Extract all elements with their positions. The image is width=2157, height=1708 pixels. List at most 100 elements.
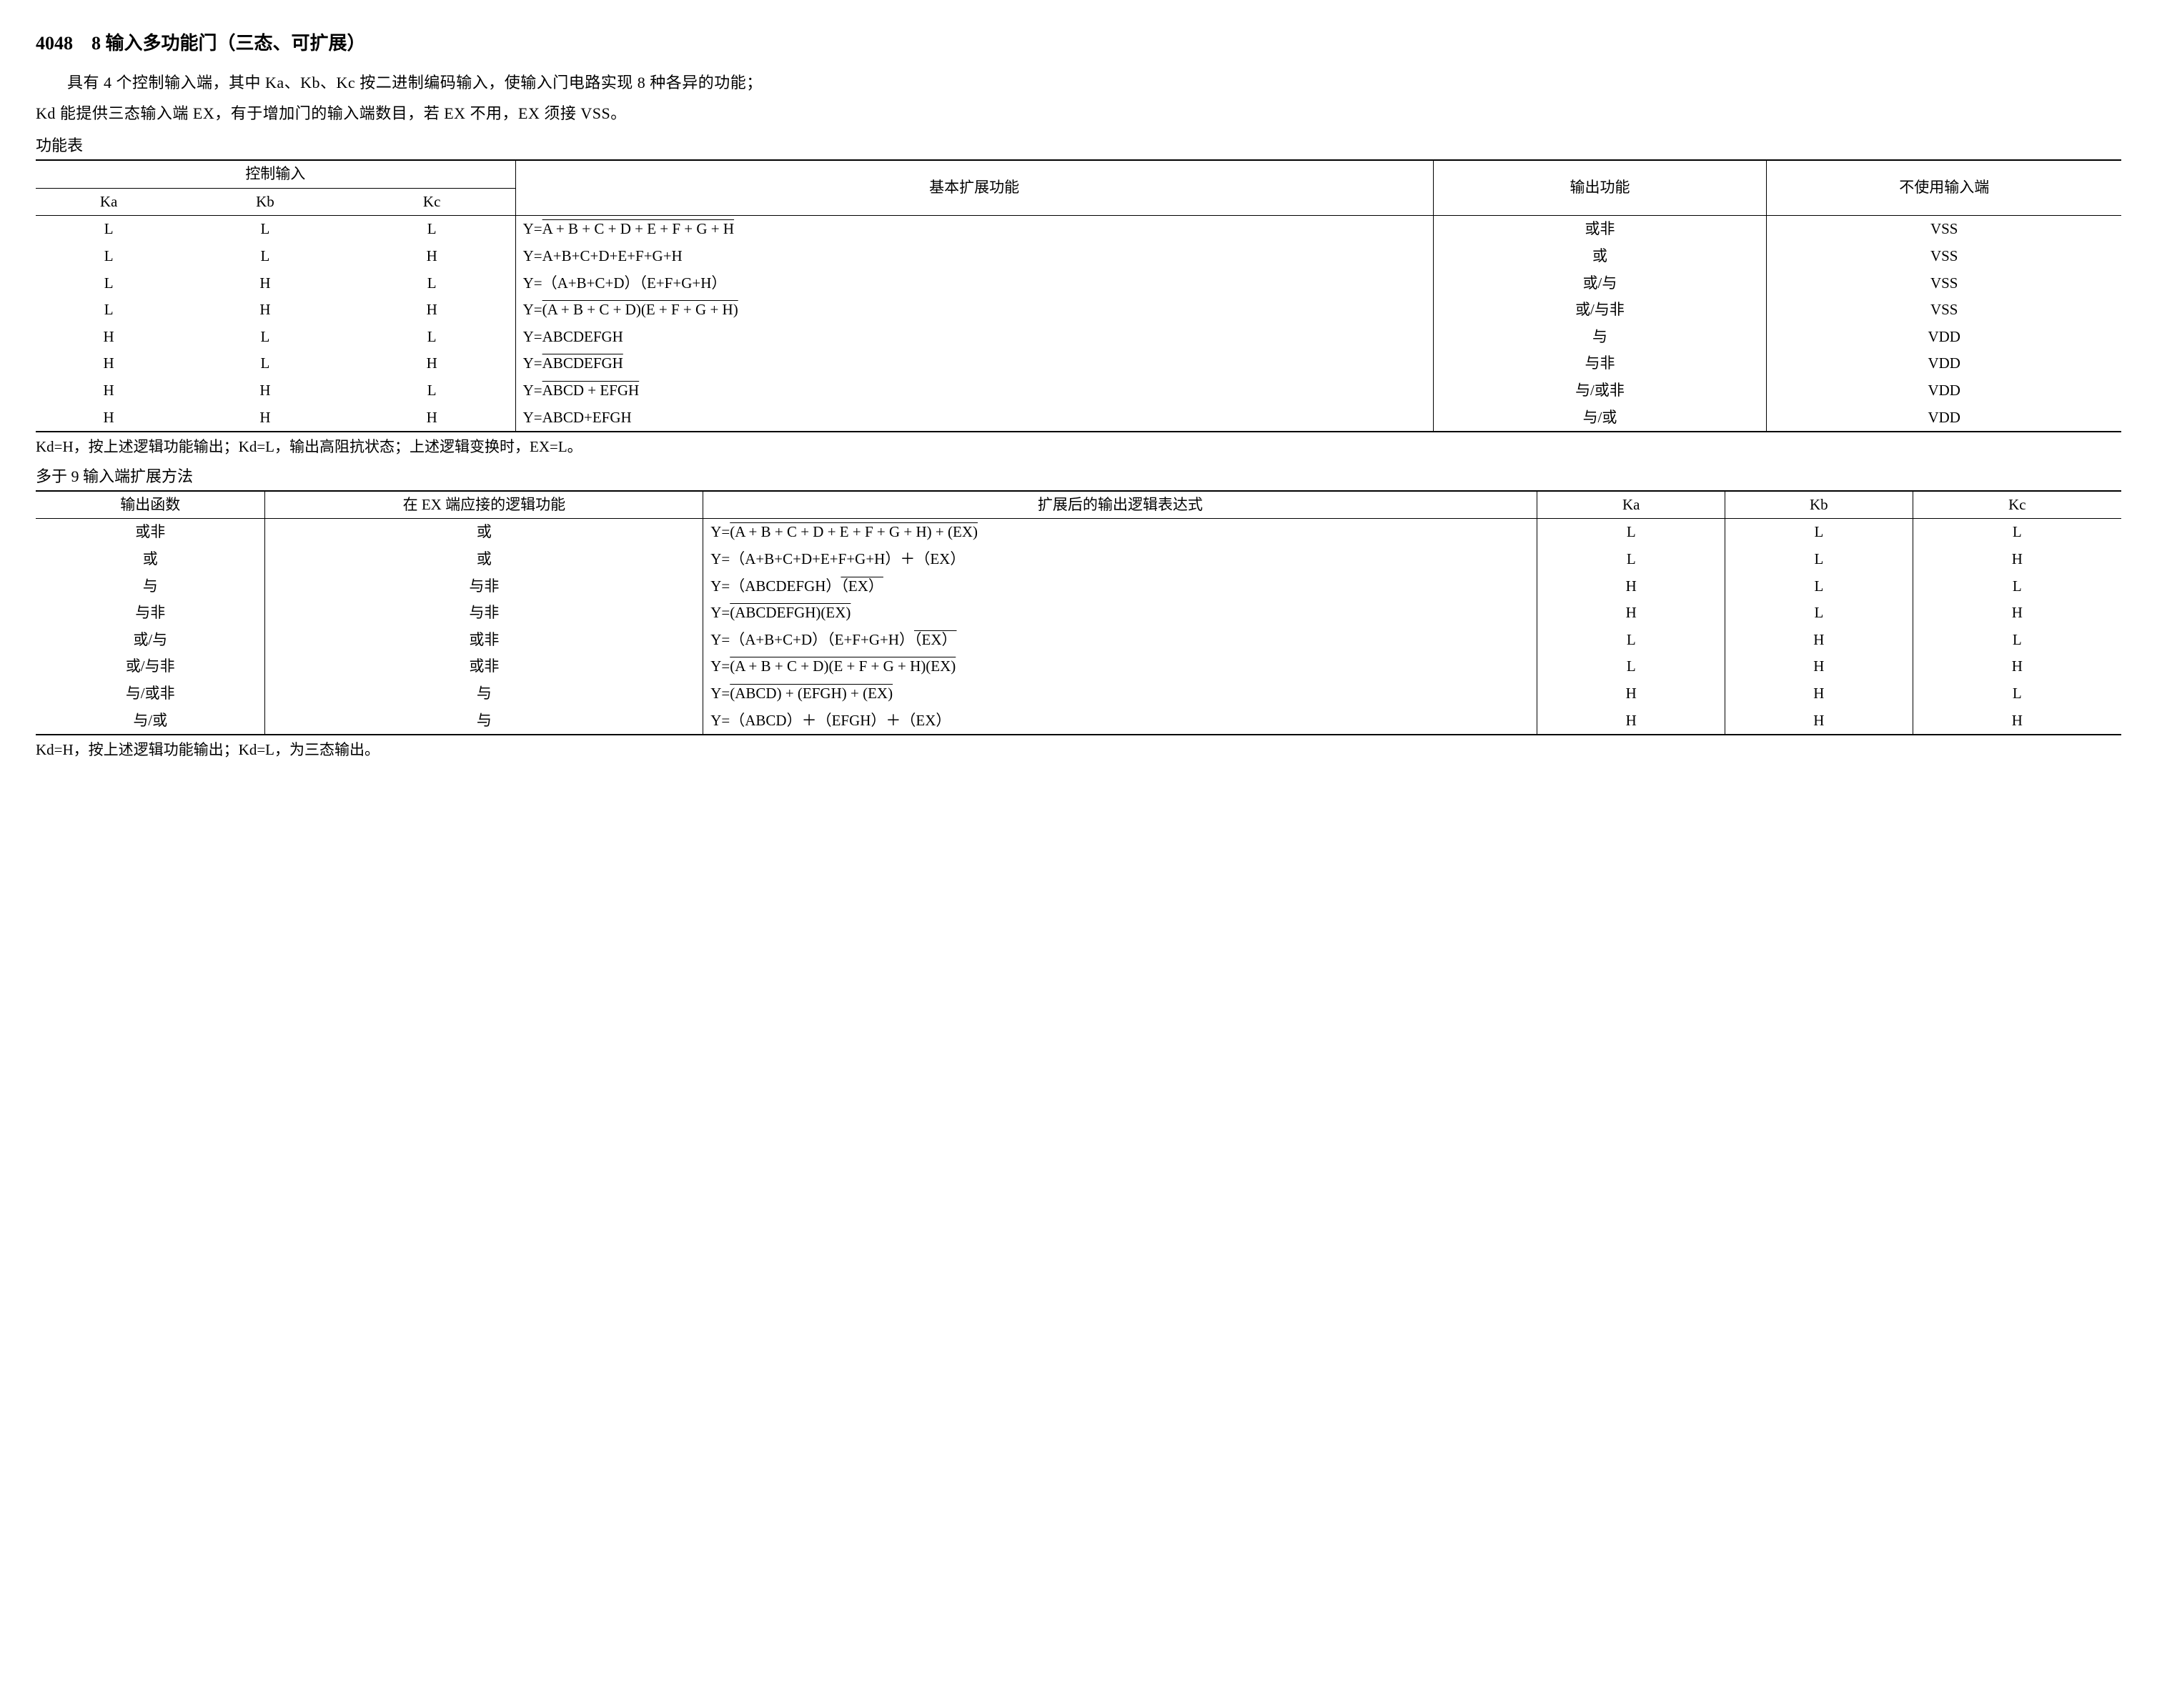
table-row: 与非 与非 Y=(ABCDEFGH)(EX) H L H [36, 600, 2121, 627]
cell-fn: 与/或 [36, 707, 265, 735]
cell-expr: Y=(A + B + C + D)(E + F + G + H)(EX) [703, 653, 1537, 680]
cell-kb: L [1725, 546, 1913, 573]
cell-expr: Y=ABCDEFGH [515, 324, 1433, 351]
cell-kc: H [1913, 707, 2121, 735]
cell-kb: L [1725, 573, 1913, 600]
cell-output: 或/与 [1433, 270, 1767, 297]
cell-fn: 或 [36, 546, 265, 573]
cell-kb: L [1725, 600, 1913, 627]
cell-expr: Y=ABCD + EFGH [515, 377, 1433, 404]
cell-kc: H [349, 404, 515, 432]
intro-paragraph-2: Kd 能提供三态输入端 EX，有于增加门的输入端数目，若 EX 不用，EX 须接… [36, 101, 2121, 126]
table-row: L L H Y=A+B+C+D+E+F+G+H 或 VSS [36, 243, 2121, 270]
cell-fn: 与非 [36, 600, 265, 627]
cell-ex: 与 [265, 707, 703, 735]
header-kc: Kc [1913, 491, 2121, 519]
cell-kb: H [1725, 653, 1913, 680]
table-row: L H H Y=(A + B + C + D)(E + F + G + H) 或… [36, 297, 2121, 324]
cell-kb: H [1725, 707, 1913, 735]
note-1: Kd=H，按上述逻辑功能输出；Kd=L，输出高阻抗状态；上述逻辑变换时，EX=L… [36, 435, 2121, 460]
cell-ka: H [1537, 600, 1725, 627]
cell-expr: Y=(A + B + C + D + E + F + G + H) + (EX) [703, 519, 1537, 546]
cell-ex: 与非 [265, 573, 703, 600]
cell-ka: H [36, 324, 182, 351]
cell-unused: VSS [1767, 216, 2121, 243]
header-unused-input: 不使用输入端 [1767, 160, 2121, 216]
cell-fn: 或/与非 [36, 653, 265, 680]
header-output-fn: 输出函数 [36, 491, 265, 519]
cell-kb: L [1725, 519, 1913, 546]
cell-ka: H [1537, 707, 1725, 735]
header-kb: Kb [182, 188, 348, 216]
cell-kb: L [182, 350, 348, 377]
cell-expr: Y=ABCD+EFGH [515, 404, 1433, 432]
header-expanded-expr: 扩展后的输出逻辑表达式 [703, 491, 1537, 519]
function-table: 控制输入 基本扩展功能 输出功能 不使用输入端 Ka Kb Kc L L L Y… [36, 159, 2121, 432]
cell-kc: L [1913, 627, 2121, 654]
header-control-inputs: 控制输入 [36, 160, 515, 188]
table-row: 或 或 Y=（A+B+C+D+E+F+G+H）＋（EX） L L H [36, 546, 2121, 573]
cell-ka: L [1537, 519, 1725, 546]
cell-kc: L [1913, 519, 2121, 546]
cell-ex: 与 [265, 680, 703, 707]
cell-ka: L [36, 297, 182, 324]
table-row: 与/或非 与 Y=(ABCD) + (EFGH) + (EX) H H L [36, 680, 2121, 707]
cell-fn: 与/或非 [36, 680, 265, 707]
cell-kb: H [182, 404, 348, 432]
cell-kc: L [349, 216, 515, 243]
cell-kc: H [1913, 653, 2121, 680]
cell-ex: 或非 [265, 653, 703, 680]
cell-unused: VSS [1767, 297, 2121, 324]
cell-kc: L [349, 324, 515, 351]
cell-kc: H [349, 350, 515, 377]
cell-output: 与 [1433, 324, 1767, 351]
cell-expr: Y=（A+B+C+D）（E+F+G+H） [515, 270, 1433, 297]
header-ka: Ka [36, 188, 182, 216]
cell-ka: L [1537, 627, 1725, 654]
cell-kb: H [182, 270, 348, 297]
cell-ka: L [1537, 546, 1725, 573]
cell-kc: H [349, 243, 515, 270]
table-row: H L L Y=ABCDEFGH 与 VDD [36, 324, 2121, 351]
header-ka: Ka [1537, 491, 1725, 519]
cell-expr: Y=（A+B+C+D）（E+F+G+H）（EX） [703, 627, 1537, 654]
cell-kc: L [349, 377, 515, 404]
cell-kb: L [182, 324, 348, 351]
cell-ka: L [1537, 653, 1725, 680]
cell-output: 与/或 [1433, 404, 1767, 432]
cell-unused: VSS [1767, 270, 2121, 297]
cell-kc: H [1913, 600, 2121, 627]
cell-kc: H [349, 297, 515, 324]
cell-kb: L [182, 243, 348, 270]
table-row: 与 与非 Y=（ABCDEFGH）（EX） H L L [36, 573, 2121, 600]
table-row: H L H Y=ABCDEFGH 与非 VDD [36, 350, 2121, 377]
table-row: H H H Y=ABCD+EFGH 与/或 VDD [36, 404, 2121, 432]
cell-ex: 或 [265, 519, 703, 546]
header-kb: Kb [1725, 491, 1913, 519]
note-2: Kd=H，按上述逻辑功能输出；Kd=L，为三态输出。 [36, 738, 2121, 763]
table2-label: 多于 9 输入端扩展方法 [36, 464, 2121, 489]
cell-expr: Y=(ABCDEFGH)(EX) [703, 600, 1537, 627]
cell-ka: H [1537, 573, 1725, 600]
cell-expr: Y=(ABCD) + (EFGH) + (EX) [703, 680, 1537, 707]
cell-unused: VDD [1767, 350, 2121, 377]
cell-expr: Y=A+B+C+D+E+F+G+H [515, 243, 1433, 270]
cell-ka: H [36, 404, 182, 432]
cell-ex: 或 [265, 546, 703, 573]
header-ex-logic: 在 EX 端应接的逻辑功能 [265, 491, 703, 519]
cell-ka: H [36, 377, 182, 404]
cell-expr: Y=（A+B+C+D+E+F+G+H）＋（EX） [703, 546, 1537, 573]
table1-label: 功能表 [36, 133, 2121, 158]
cell-kc: L [1913, 680, 2121, 707]
cell-fn: 与 [36, 573, 265, 600]
cell-kc: H [1913, 546, 2121, 573]
cell-ka: L [36, 270, 182, 297]
cell-ka: L [36, 216, 182, 243]
cell-output: 或非 [1433, 216, 1767, 243]
cell-ex: 与非 [265, 600, 703, 627]
intro-paragraph-1: 具有 4 个控制输入端，其中 Ka、Kb、Kc 按二进制编码输入，使输入门电路实… [36, 70, 2121, 95]
table-row: 与/或 与 Y=（ABCD）＋（EFGH）＋（EX） H H H [36, 707, 2121, 735]
cell-kc: L [349, 270, 515, 297]
header-basic-function: 基本扩展功能 [515, 160, 1433, 216]
table-row: 或非 或 Y=(A + B + C + D + E + F + G + H) +… [36, 519, 2121, 546]
